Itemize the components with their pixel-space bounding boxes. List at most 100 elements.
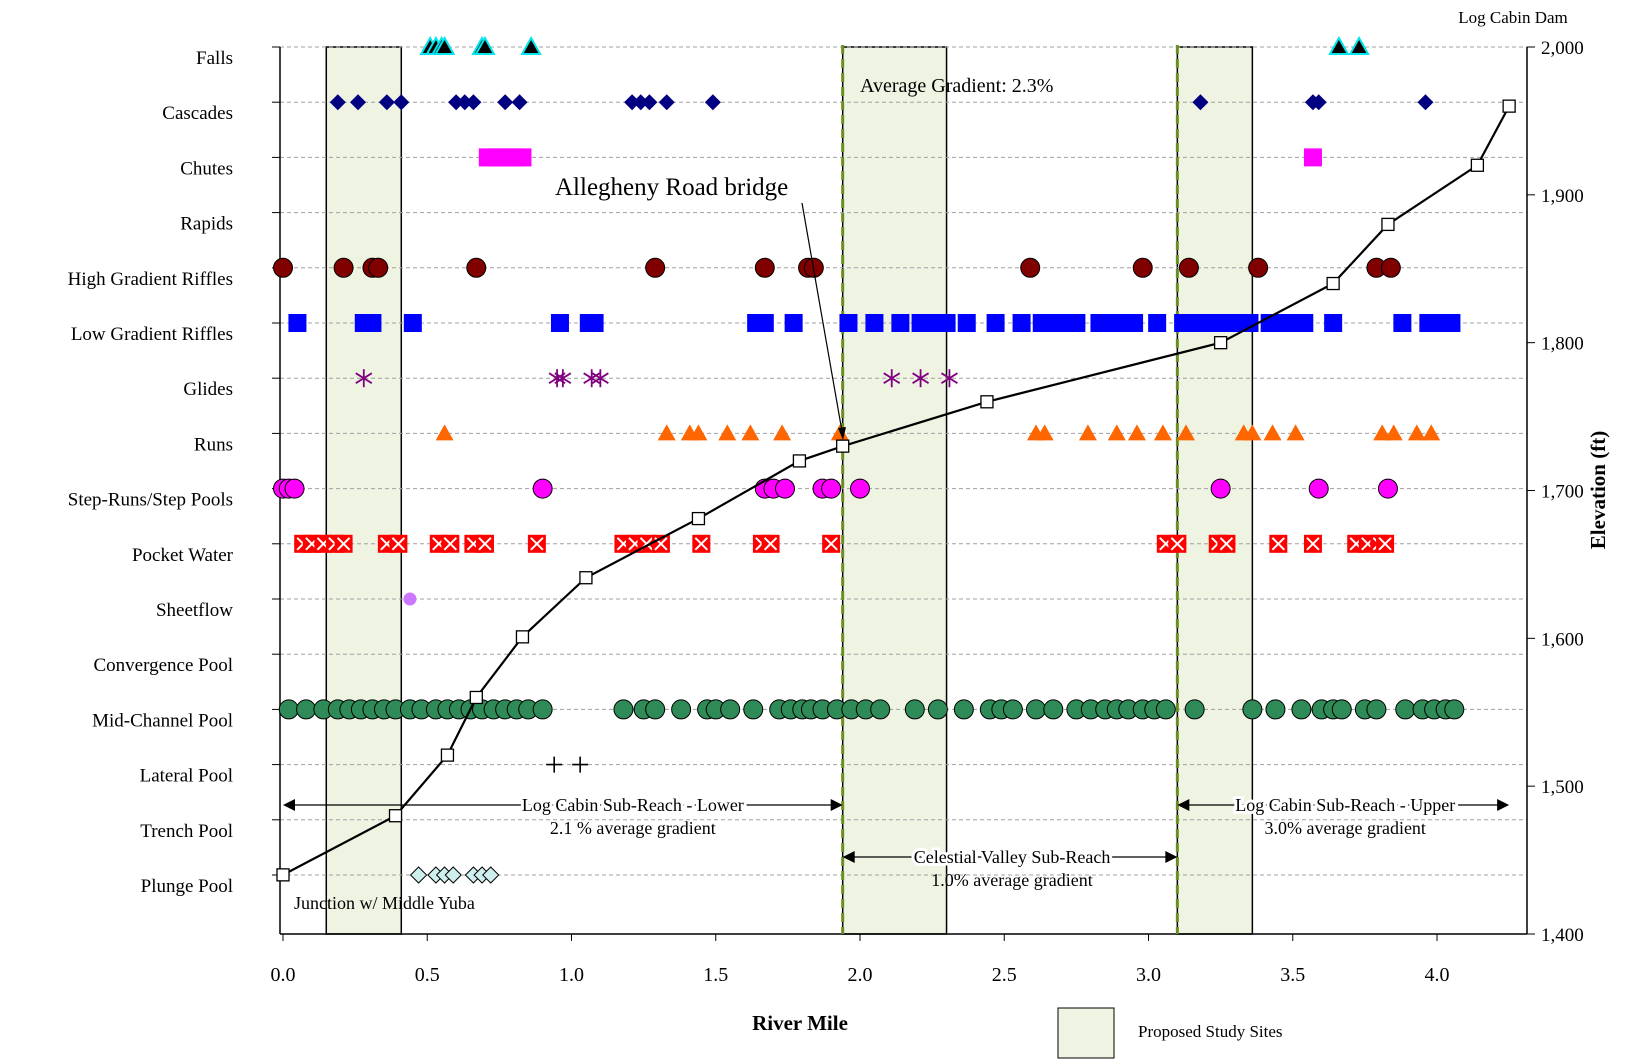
cascades-point [704,94,721,111]
cascades-point [1310,94,1327,111]
sub-reach-gradient-2: 1.0% average gradient [931,870,1092,890]
asterisk-stroke [554,372,572,384]
elevation-point [276,868,290,882]
sheetflow-point [403,592,417,606]
pocket-cross [530,537,544,551]
mid-channel-pool-point [278,699,299,720]
low-gradient-riffles-point [937,314,956,332]
mid-channel-pool-point [1265,699,1286,720]
pocket-water-point [692,534,711,553]
sub-reach-label-1: Log Cabin Sub-Reach - Lower [522,795,744,815]
category-label-low-gradient-riffles: Low Gradient Riffles [71,324,233,345]
sub-reach-arrow-2-head-right [1165,851,1178,863]
mid-channel-pool-point [1002,699,1023,720]
glides-point [912,369,930,388]
category-label-plunge-pool: Plunge Pool [141,876,233,897]
falls-point [520,35,542,55]
elevation-profile [276,99,1516,882]
low-gradient-riffles-point [839,314,858,332]
mid-channel-pool-point [1444,699,1465,720]
series-low-gradient-riffles [288,314,1461,332]
runs-point [773,424,792,441]
x-tick-label: 2.5 [992,964,1017,986]
bridge-pointer-head [838,427,846,440]
high-gradient-riffles-point [1380,257,1401,278]
pocket-water-point [1168,534,1187,553]
mid-channel-pool-point [1043,699,1064,720]
runs-point [1153,424,1172,441]
y-tick-label: 1,500 [1541,777,1584,798]
lateral-pool-point [546,756,563,773]
cascades-point [658,94,675,111]
sub-reach-label-2: Celestial Valley Sub-Reach [914,847,1111,867]
low-gradient-riffles-point [755,314,774,332]
elevation-point [792,454,807,468]
y-tick-label: 1,700 [1541,482,1584,503]
low-gradient-riffles-point [1226,314,1245,332]
elevation-point [440,748,455,762]
low-gradient-riffles-point [1125,314,1144,332]
high-gradient-riffles-point [645,257,666,278]
high-gradient-riffles-point [1132,257,1153,278]
mid-channel-pool-point [1366,699,1387,720]
low-gradient-riffles-point [784,314,803,332]
glides-point [591,369,609,388]
sub-reach-arrow-2-head-left [842,851,855,863]
runs-point [657,424,676,441]
mid-channel-pool-point [1291,699,1312,720]
elevation-point [1381,217,1395,232]
high-gradient-riffles-point [466,257,487,278]
pocket-cross [1271,537,1286,551]
sub-reach-arrow-3-head-left [1177,799,1190,811]
pocket-water-point [1376,534,1395,553]
series-falls [419,35,1370,55]
pocket-water-point [1303,534,1322,553]
series-high-gradient-riffles [273,257,1401,278]
series-chutes [478,148,1322,167]
cascades-point [448,94,465,111]
runs-point [741,424,760,441]
cascades-point [632,94,649,111]
chutes-point [1303,148,1322,167]
asterisk-stroke [583,372,601,384]
cascades-point [329,94,346,111]
y-axis-title: Elevation (ft) [1586,431,1610,549]
low-gradient-riffles-point [1393,314,1412,332]
pocket-cross [763,537,778,551]
sub-reach-arrow-1-head-right [830,799,843,811]
high-gradient-riffles-point [333,257,354,278]
elevation-point [579,571,593,585]
runs-point [718,424,737,441]
low-gradient-riffles-point [1442,314,1461,332]
mid-channel-pool-point [1184,699,1205,720]
asterisk-stroke [355,372,373,384]
pocket-cross [1219,537,1234,551]
lateral-pool-point [572,756,589,773]
mid-channel-pool-point [1395,699,1416,720]
mid-channel-pool-point [296,699,317,720]
pocket-cross [1170,537,1185,551]
low-gradient-riffles-point [891,314,910,332]
elevation-point [515,630,530,644]
mid-channel-pool-point [1155,699,1176,720]
x-axis-title: River Mile [752,1011,848,1035]
falls-point [433,35,456,55]
category-label-runs: Runs [194,434,233,455]
category-label-high-gradient-riffles: High Gradient Riffles [68,269,233,290]
legend-swatch [1057,1007,1115,1059]
mid-channel-pool-point [743,699,764,720]
category-label-trench-pool: Trench Pool [140,821,233,842]
sub-reach-gradient-1: 2.1 % average gradient [550,818,716,838]
low-gradient-riffles-point [957,314,976,332]
habitat-points [273,35,1465,884]
x-tick-label: 0.0 [271,964,296,986]
step-runs-step-pools-point [532,478,553,499]
step-runs-step-pools-point [1308,478,1329,499]
runs-point [830,424,849,441]
category-label-rapids: Rapids [180,214,233,235]
mid-channel-pool-point [927,699,948,720]
mid-channel-pool-point [1331,699,1352,720]
y-tick-label: 1,400 [1541,925,1584,946]
runs-point [1078,424,1097,441]
pocket-water-point [822,534,841,553]
